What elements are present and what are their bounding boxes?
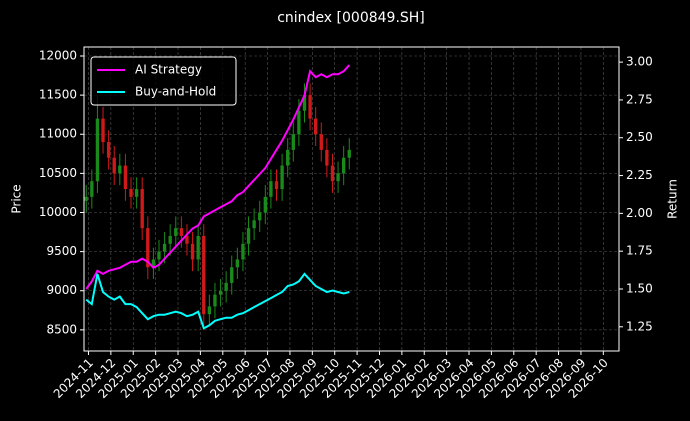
candle-body bbox=[308, 95, 312, 119]
y2-tick-label: 2.00 bbox=[626, 206, 653, 220]
candle-body bbox=[157, 251, 161, 260]
candle-body bbox=[319, 134, 323, 150]
candle-body bbox=[241, 243, 245, 260]
candle-body bbox=[325, 149, 329, 166]
y2-tick-label: 3.00 bbox=[626, 55, 653, 69]
candle-body bbox=[101, 118, 105, 143]
candle-body bbox=[112, 157, 116, 174]
candle-body bbox=[134, 189, 139, 197]
candle-body bbox=[330, 165, 335, 182]
legend-label: AI Strategy bbox=[135, 63, 202, 77]
y2-tick-label: 1.50 bbox=[626, 281, 653, 295]
candle-body bbox=[235, 259, 240, 268]
y2-tick-label: 2.50 bbox=[626, 130, 653, 144]
candle-body bbox=[207, 306, 212, 315]
candle-body bbox=[179, 228, 184, 236]
series-line bbox=[85, 64, 351, 290]
candle-body bbox=[314, 118, 318, 135]
y-tick-label: 9000 bbox=[46, 283, 77, 297]
y-tick-label: 8500 bbox=[46, 322, 77, 336]
y2-axis-label: Return bbox=[666, 179, 680, 219]
candle-body bbox=[185, 235, 189, 244]
candle-body bbox=[162, 243, 167, 252]
candle-body bbox=[168, 235, 172, 244]
candle-body bbox=[246, 228, 251, 244]
y-tick-label: 9500 bbox=[46, 244, 77, 258]
y-tick-label: 10500 bbox=[39, 166, 77, 180]
y-axis-label: Price bbox=[10, 184, 24, 213]
candle-body bbox=[218, 290, 223, 295]
candle-body bbox=[263, 196, 267, 213]
candle-body bbox=[140, 189, 144, 229]
y-tick-label: 11500 bbox=[39, 88, 77, 102]
candle-body bbox=[118, 165, 122, 174]
y2-tick-label: 1.75 bbox=[626, 244, 653, 258]
candle-body bbox=[129, 189, 133, 197]
candle-body bbox=[151, 259, 156, 268]
series-line bbox=[85, 272, 350, 330]
candle-body bbox=[252, 220, 256, 229]
candle-body bbox=[258, 212, 262, 221]
y2-tick-label: 2.25 bbox=[626, 168, 653, 182]
y2-tick-label: 1.25 bbox=[626, 319, 653, 333]
candle-body bbox=[286, 149, 290, 166]
candle-body bbox=[336, 173, 340, 182]
y-tick-label: 10000 bbox=[39, 205, 77, 219]
candle-body bbox=[146, 228, 150, 268]
candle-body bbox=[302, 95, 307, 111]
candle-body bbox=[274, 181, 279, 190]
candle-body bbox=[213, 294, 217, 307]
candle-body bbox=[123, 165, 128, 190]
candle-body bbox=[269, 181, 273, 197]
candle-body bbox=[202, 235, 206, 315]
candle-body bbox=[84, 196, 88, 201]
candle-body bbox=[341, 157, 346, 174]
candle-body bbox=[224, 282, 228, 291]
candle-body bbox=[174, 228, 178, 236]
y-tick-label: 11000 bbox=[39, 127, 77, 141]
plot-frame bbox=[83, 46, 620, 352]
y2-tick-label: 2.75 bbox=[626, 92, 653, 106]
candle-body bbox=[347, 149, 351, 158]
candle-body bbox=[280, 165, 284, 190]
chart-title: cnindex [000849.SH] bbox=[277, 10, 425, 26]
candle-body bbox=[196, 235, 200, 260]
candle-body bbox=[230, 267, 234, 283]
legend: AI Strategy Buy-and-Hold bbox=[90, 56, 237, 106]
candle-body bbox=[297, 110, 301, 135]
candle-body bbox=[190, 243, 195, 260]
candle-body bbox=[106, 142, 111, 158]
candle-body bbox=[95, 118, 100, 182]
y-tick-label: 12000 bbox=[39, 48, 77, 62]
candle-body bbox=[291, 134, 295, 150]
candle-body bbox=[90, 181, 94, 197]
legend-label: Buy-and-Hold bbox=[135, 85, 216, 99]
legend-box bbox=[90, 56, 237, 106]
